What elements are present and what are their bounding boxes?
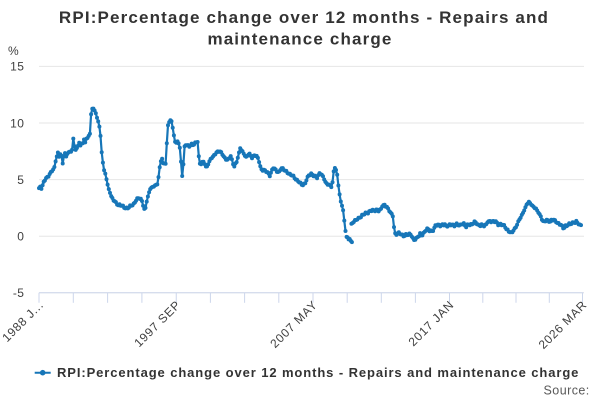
svg-text:%: % bbox=[8, 44, 19, 58]
svg-text:5: 5 bbox=[17, 173, 24, 187]
svg-text:0: 0 bbox=[17, 230, 24, 244]
svg-text:10: 10 bbox=[10, 116, 24, 130]
svg-text:15: 15 bbox=[10, 60, 24, 74]
svg-text:-5: -5 bbox=[13, 286, 24, 300]
svg-text:RPI:Percentage change over 12: RPI:Percentage change over 12 months - R… bbox=[59, 8, 549, 27]
svg-text:Source:: Source: bbox=[544, 384, 590, 398]
svg-text:RPI:Percentage change over 12: RPI:Percentage change over 12 months - R… bbox=[57, 365, 579, 380]
svg-text:maintenance charge: maintenance charge bbox=[207, 30, 392, 49]
